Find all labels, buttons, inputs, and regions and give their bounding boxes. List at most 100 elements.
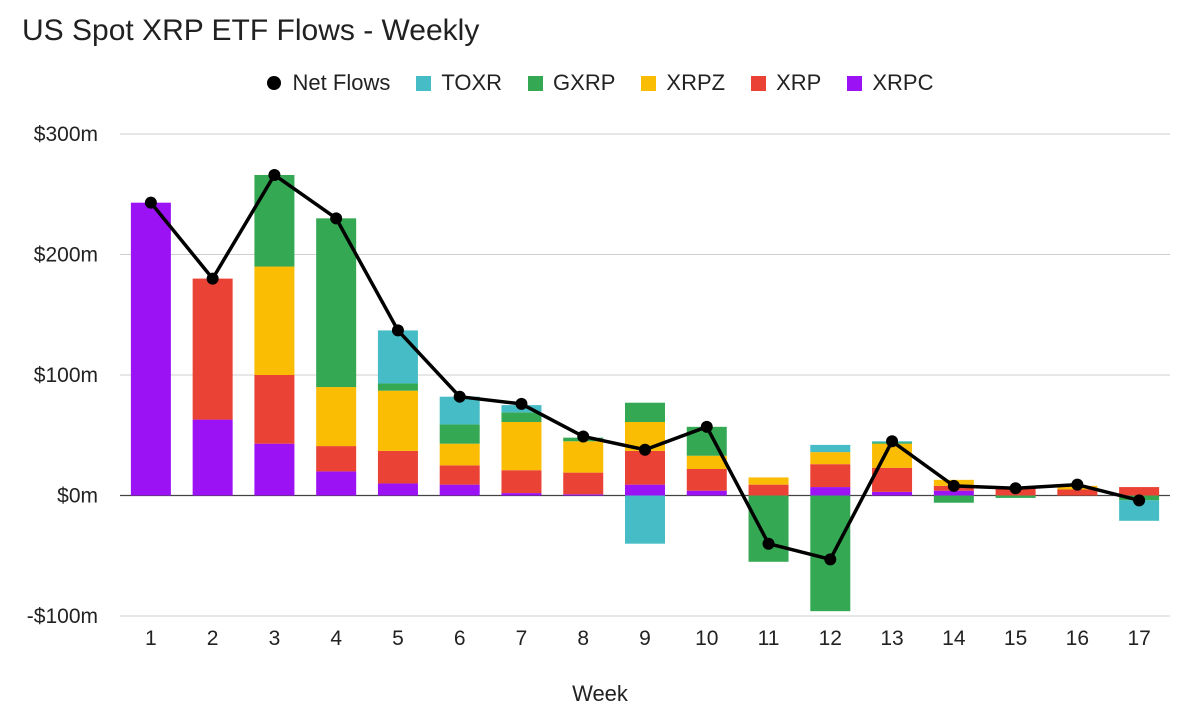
- bar-xrpc-week-6: [439, 484, 480, 496]
- bar-xrpz-week-8: [563, 441, 604, 473]
- x-tick-label: 12: [819, 627, 842, 650]
- x-tick-label: 11: [758, 627, 780, 650]
- bar-xrpc-week-7: [501, 493, 542, 496]
- bar-xrpc-week-3: [254, 443, 295, 496]
- bar-xrp-week-9: [625, 450, 665, 485]
- bar-xrp-week-7: [501, 470, 542, 494]
- legend-item-xrpz[interactable]: XRPZ: [641, 70, 725, 96]
- legend-item-net-flows[interactable]: Net Flows: [266, 70, 391, 96]
- x-tick-label: 4: [330, 627, 342, 650]
- bar-xrpc-week-8: [563, 494, 604, 496]
- bar-xrp-week-4: [316, 446, 357, 472]
- y-tick-label: $300m: [34, 123, 98, 146]
- bar-gxrp-week-4: [316, 218, 357, 388]
- x-tick-label: 10: [695, 627, 718, 650]
- x-axis-label: Week: [572, 681, 628, 706]
- net-flows-point-week-17: [1133, 494, 1146, 507]
- bar-xrpc-week-9: [625, 484, 665, 496]
- legend-label-gxrp: GXRP: [553, 70, 616, 95]
- net-flows-point-week-10: [700, 420, 713, 433]
- legend-label-xrp: XRP: [776, 70, 822, 95]
- bar-xrpz-week-5: [377, 390, 418, 451]
- net-flows-point-week-4: [330, 212, 343, 225]
- net-flows-point-week-14: [947, 479, 960, 492]
- legend-label-toxr: TOXR: [441, 70, 503, 95]
- bar-xrp-week-10: [686, 468, 727, 491]
- chart-title: US Spot XRP ETF Flows - Weekly: [22, 14, 480, 47]
- bar-xrp-week-13: [872, 467, 913, 492]
- bar-xrp-week-8: [563, 472, 604, 495]
- legend-item-xrpc[interactable]: XRPC: [847, 70, 933, 96]
- net-flows-point-week-5: [391, 324, 404, 337]
- bar-gxrp-week-3: [254, 174, 295, 267]
- x-tick-label: 7: [516, 627, 528, 650]
- net-flows-point-week-6: [453, 390, 466, 403]
- y-tick-label: $100m: [34, 364, 98, 387]
- y-tick-label: $200m: [34, 244, 98, 267]
- legend-label-net-flows: Net Flows: [292, 70, 391, 95]
- bar-xrpc-week-4: [316, 471, 357, 496]
- bar-xrp-week-3: [254, 375, 295, 444]
- bar-xrpc-week-12: [810, 487, 851, 496]
- net-flows-point-week-3: [268, 168, 281, 181]
- x-tick-label: 2: [207, 627, 219, 650]
- legend: Net Flows TOXR GXRP XRPZ XRP XRPC: [0, 70, 1200, 96]
- x-tick-label: 9: [639, 627, 651, 650]
- x-tick-label: 3: [269, 627, 281, 650]
- bar-xrpz-week-13: [872, 443, 913, 468]
- bar-xrpz-week-12: [810, 452, 851, 465]
- bar-xrpz-week-7: [501, 421, 542, 471]
- net-flows-point-week-13: [886, 435, 899, 448]
- legend-label-xrpz: XRPZ: [666, 70, 726, 95]
- x-tick-label: 8: [577, 627, 589, 650]
- legend-item-toxr[interactable]: TOXR: [416, 70, 502, 96]
- net-flows-point-week-8: [577, 430, 590, 443]
- bar-toxr-week-17: [1119, 500, 1160, 521]
- x-tick-label: 14: [942, 627, 966, 650]
- bar-xrp-week-2: [192, 278, 233, 420]
- net-flows-point-week-9: [639, 443, 651, 456]
- bar-xrpc-week-10: [686, 490, 727, 496]
- legend-item-gxrp[interactable]: GXRP: [528, 70, 615, 96]
- net-flows-point-week-7: [515, 397, 528, 410]
- bar-xrpz-week-11: [748, 477, 789, 485]
- bar-xrpc-week-5: [377, 483, 418, 496]
- bar-xrp-week-17: [1119, 487, 1160, 496]
- legend-swatch-xrpz: [641, 75, 657, 91]
- bar-xrp-week-6: [439, 465, 480, 485]
- bar-xrpz-week-3: [254, 266, 295, 375]
- bar-xrpz-week-6: [439, 443, 480, 466]
- bar-xrp-week-5: [377, 450, 418, 484]
- net-flows-point-week-11: [762, 537, 775, 550]
- legend-swatch-xrp: [751, 75, 767, 91]
- legend-item-xrp[interactable]: XRP: [751, 70, 821, 96]
- legend-marker-net-flows: [266, 76, 281, 90]
- bar-xrp-week-11: [748, 484, 789, 496]
- bar-xrpc-week-1: [130, 202, 171, 496]
- bar-gxrp-week-11: [748, 495, 789, 562]
- bar-xrp-week-12: [810, 464, 851, 488]
- bar-gxrp-week-6: [439, 424, 480, 444]
- bar-xrpc-week-2: [192, 419, 233, 496]
- x-tick-label: 13: [880, 627, 903, 650]
- net-flows-point-week-2: [206, 272, 219, 285]
- legend-swatch-toxr: [416, 75, 432, 91]
- bar-xrpz-week-10: [686, 455, 727, 469]
- y-tick-label: $0m: [57, 485, 98, 508]
- x-tick-label: 6: [454, 627, 466, 650]
- bar-gxrp-week-9: [625, 402, 665, 422]
- bar-xrpz-week-4: [316, 387, 357, 447]
- legend-swatch-gxrp: [528, 75, 544, 91]
- legend-label-xrpc: XRPC: [872, 70, 934, 95]
- net-flows-point-week-15: [1009, 482, 1022, 495]
- bar-xrpc-week-14: [933, 490, 974, 496]
- x-tick-label: 17: [1127, 627, 1150, 650]
- bar-gxrp-week-7: [501, 412, 542, 422]
- net-flows-point-week-1: [144, 196, 157, 209]
- x-tick-label: 1: [145, 627, 157, 650]
- bar-xrpc-week-13: [872, 491, 913, 496]
- legend-swatch-xrpc: [847, 75, 863, 91]
- bar-toxr-week-9: [625, 495, 665, 544]
